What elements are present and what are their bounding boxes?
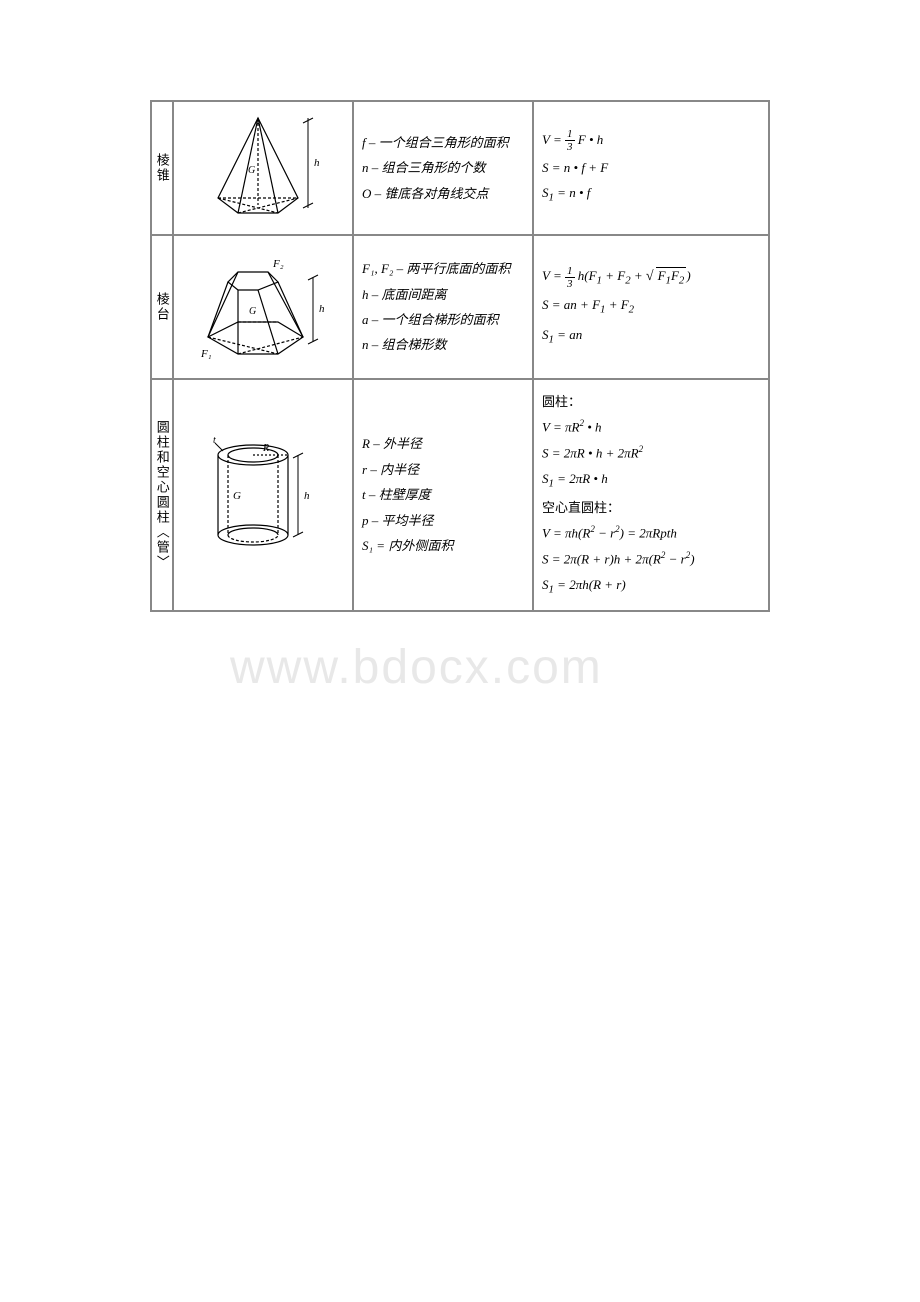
desc-line: S₁ = 内外侧面积 bbox=[362, 534, 524, 557]
formula: V = πh(R2 − r2) = 2πRpth bbox=[542, 521, 760, 545]
geometry-formula-table: 棱锥 G h f – 一个组合三角形的面积 bbox=[150, 100, 770, 612]
svg-text:R: R bbox=[262, 443, 269, 454]
desc-line: n – 组合梯形数 bbox=[362, 333, 524, 356]
desc-line: r – 内半径 bbox=[362, 458, 524, 481]
shape-diagram: F₂ F₁ G h bbox=[173, 235, 353, 379]
shape-name: 棱锥 bbox=[151, 101, 173, 235]
formula: S1 = 2πh(R + r) bbox=[542, 573, 760, 600]
shape-formulas: V = 13 F • h S = n • f + F S1 = n • f bbox=[533, 101, 769, 235]
formula-title: 空心直圆柱： bbox=[542, 496, 760, 519]
cylinder-icon: R G t h bbox=[183, 425, 343, 565]
shape-formulas: 圆柱： V = πR2 • h S = 2πR • h + 2πR2 S1 = … bbox=[533, 379, 769, 611]
desc-line: O – 锥底各对角线交点 bbox=[362, 182, 524, 205]
svg-text:t: t bbox=[213, 435, 216, 446]
desc-line: t – 柱壁厚度 bbox=[362, 483, 524, 506]
formula: V = 13 h(F1 + F2 + √F1F2) bbox=[542, 264, 760, 291]
shape-description: R – 外半径 r – 内半径 t – 柱壁厚度 p – 平均半径 S₁ = 内… bbox=[353, 379, 533, 611]
formula: S = 2π(R + r)h + 2π(R2 − r2) bbox=[542, 547, 760, 571]
svg-text:G: G bbox=[248, 165, 255, 176]
formula: S = n • f + F bbox=[542, 156, 760, 179]
shape-description: F₁, F₂ – 两平行底面的面积 h – 底面间距离 a – 一个组合梯形的面… bbox=[353, 235, 533, 379]
formula: V = 13 F • h bbox=[542, 128, 760, 154]
desc-line: p – 平均半径 bbox=[362, 509, 524, 532]
desc-line: F₁, F₂ – 两平行底面的面积 bbox=[362, 257, 524, 280]
svg-text:h: h bbox=[314, 157, 320, 169]
desc-line: f – 一个组合三角形的面积 bbox=[362, 131, 524, 154]
shape-description: f – 一个组合三角形的面积 n – 组合三角形的个数 O – 锥底各对角线交点 bbox=[353, 101, 533, 235]
formula: S1 = 2πR • h bbox=[542, 467, 760, 494]
formula: S = 2πR • h + 2πR2 bbox=[542, 441, 760, 465]
frustum-icon: F₂ F₁ G h bbox=[183, 242, 343, 372]
svg-text:h: h bbox=[319, 303, 325, 315]
desc-line: h – 底面间距离 bbox=[362, 283, 524, 306]
formula: S1 = n • f bbox=[542, 181, 760, 208]
table-row: 棱台 F₂ F₁ G bbox=[151, 235, 769, 379]
pyramid-icon: G h bbox=[188, 108, 338, 228]
shape-diagram: R G t h bbox=[173, 379, 353, 611]
svg-text:G: G bbox=[249, 306, 256, 317]
shape-diagram: G h bbox=[173, 101, 353, 235]
svg-text:F₂: F₂ bbox=[272, 258, 284, 270]
desc-line: n – 组合三角形的个数 bbox=[362, 156, 524, 179]
svg-text:h: h bbox=[304, 490, 310, 502]
shape-name: 棱台 bbox=[151, 235, 173, 379]
shape-formulas: V = 13 h(F1 + F2 + √F1F2) S = an + F1 + … bbox=[533, 235, 769, 379]
formula-title: 圆柱： bbox=[542, 390, 760, 413]
shape-name: 圆柱和空心圆柱︿管﹀ bbox=[151, 379, 173, 611]
formula: V = πR2 • h bbox=[542, 415, 760, 439]
watermark-text: www.bdocx.com bbox=[230, 640, 603, 695]
formula: S = an + F1 + F2 bbox=[542, 293, 760, 320]
table-row: 圆柱和空心圆柱︿管﹀ R G t bbox=[151, 379, 769, 611]
svg-text:F₁: F₁ bbox=[200, 348, 212, 360]
table-row: 棱锥 G h f – 一个组合三角形的面积 bbox=[151, 101, 769, 235]
formula: S1 = an bbox=[542, 323, 760, 350]
desc-line: R – 外半径 bbox=[362, 432, 524, 455]
svg-text:G: G bbox=[233, 490, 241, 502]
desc-line: a – 一个组合梯形的面积 bbox=[362, 308, 524, 331]
